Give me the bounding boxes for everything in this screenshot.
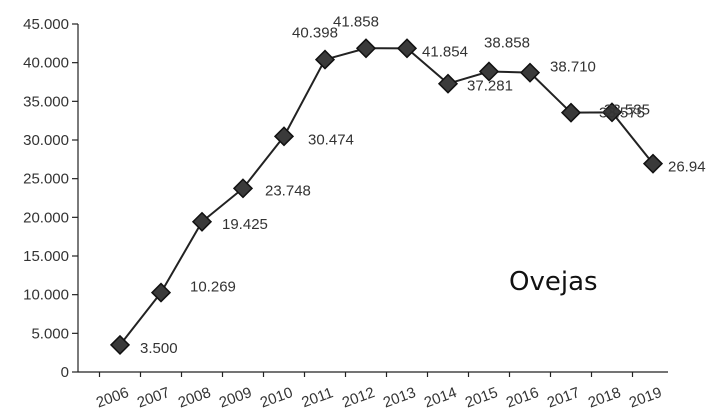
data-label: 38.858	[484, 34, 530, 51]
data-label: 40.398	[292, 25, 338, 42]
data-label: 30.474	[308, 131, 354, 148]
data-point-marker	[314, 49, 336, 70]
data-label: 10.269	[190, 279, 236, 296]
markers-layer	[109, 38, 664, 355]
x-tick-label: 2013	[381, 384, 418, 411]
x-tick-label: 2006	[94, 384, 131, 411]
y-tick-label: 10.000	[23, 287, 69, 304]
x-tick-label: 2017	[545, 384, 582, 411]
data-point-marker	[519, 62, 541, 83]
y-tick-label: 25.000	[23, 171, 69, 188]
data-label: 23.748	[265, 182, 311, 199]
data-point-marker	[478, 61, 500, 82]
annotation-ovejas: Ovejas	[509, 267, 598, 297]
y-tick-label: 5.000	[31, 325, 69, 342]
data-label: 33.535	[604, 102, 650, 119]
data-label: 19.425	[222, 216, 268, 233]
x-tick-label: 2014	[422, 384, 459, 411]
y-tick-label: 40.000	[23, 55, 69, 72]
x-tick-label: 2012	[340, 384, 377, 411]
data-point-marker	[232, 178, 254, 199]
data-label: 41.854	[422, 43, 468, 60]
data-point-marker	[109, 334, 131, 355]
series-line-layer	[119, 47, 654, 346]
data-label: 41.858	[333, 13, 379, 30]
data-point-marker	[355, 38, 377, 59]
y-tick-label: 20.000	[23, 209, 69, 226]
y-tick-label: 30.000	[23, 132, 69, 149]
data-label: 33.575	[599, 104, 645, 121]
y-tick-label: 45.000	[23, 16, 69, 33]
x-tick-label: 2015	[463, 384, 500, 411]
x-tick-label: 2010	[258, 384, 295, 411]
x-tick-label: 2008	[176, 384, 213, 411]
series-line	[119, 47, 654, 346]
x-tick-label: 2019	[627, 384, 664, 411]
data-point-marker	[150, 282, 172, 303]
data-label: 38.710	[550, 59, 596, 76]
data-point-marker	[396, 38, 418, 59]
data-label: 26.94	[668, 159, 706, 176]
x-tick-label: 2018	[586, 384, 623, 411]
data-point-marker	[642, 153, 664, 174]
data-point-marker	[273, 126, 295, 147]
data-label: 3.500	[140, 340, 178, 357]
data-point-marker	[191, 211, 213, 232]
data-label: 37.281	[467, 78, 513, 95]
x-tick-label: 2016	[504, 384, 541, 411]
data-labels-layer: 3.50010.26919.42523.74830.47440.39841.85…	[140, 13, 706, 357]
x-tick-label: 2011	[299, 384, 335, 411]
y-tick-label: 0	[61, 364, 69, 381]
x-tick-label: 2007	[135, 384, 172, 411]
y-tick-label: 15.000	[23, 248, 69, 265]
data-point-marker	[601, 102, 623, 123]
x-tick-label: 2009	[217, 384, 254, 411]
axes-layer	[72, 23, 668, 377]
data-point-marker	[560, 102, 582, 123]
y-tick-label: 35.000	[23, 93, 69, 110]
data-point-marker	[437, 73, 459, 94]
